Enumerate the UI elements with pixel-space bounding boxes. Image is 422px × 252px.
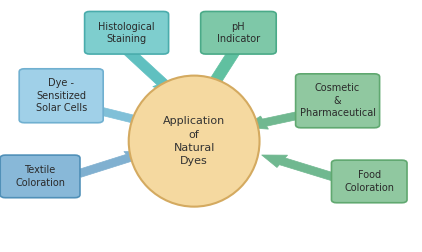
FancyBboxPatch shape: [201, 12, 276, 54]
Polygon shape: [92, 106, 156, 126]
Text: Dye -
Sensitized
Solar Cells: Dye - Sensitized Solar Cells: [35, 78, 87, 113]
Polygon shape: [123, 50, 175, 94]
FancyBboxPatch shape: [295, 74, 380, 128]
Text: Application
of
Natural
Dyes: Application of Natural Dyes: [163, 116, 225, 166]
Polygon shape: [204, 50, 240, 94]
Text: Cosmetic
&
Pharmaceutical: Cosmetic & Pharmaceutical: [300, 83, 376, 118]
Text: Textile
Coloration: Textile Coloration: [15, 165, 65, 187]
Text: Histological
Staining: Histological Staining: [98, 22, 155, 44]
FancyBboxPatch shape: [19, 69, 103, 123]
FancyBboxPatch shape: [332, 160, 407, 203]
Text: pH
Indicator: pH Indicator: [217, 22, 260, 44]
Polygon shape: [75, 151, 150, 177]
Text: Food
Coloration: Food Coloration: [344, 170, 394, 193]
Polygon shape: [262, 155, 338, 181]
Ellipse shape: [129, 76, 260, 207]
FancyBboxPatch shape: [0, 155, 80, 198]
FancyBboxPatch shape: [84, 12, 169, 54]
Polygon shape: [243, 111, 304, 129]
